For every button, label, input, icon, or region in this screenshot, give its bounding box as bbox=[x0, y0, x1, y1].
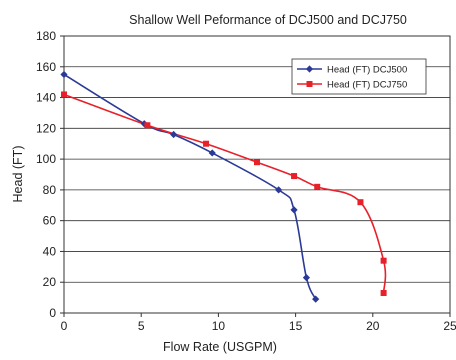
data-point-series-2 bbox=[380, 289, 387, 296]
y-tick-label: 80 bbox=[43, 183, 57, 197]
data-point-series-1 bbox=[290, 206, 298, 214]
x-tick-label: 5 bbox=[138, 319, 145, 333]
x-tick-label: 20 bbox=[366, 319, 380, 333]
data-point-series-2 bbox=[254, 159, 260, 166]
data-point-series-1 bbox=[275, 186, 283, 194]
x-axis-ticks: 0 5 10 15 20 25 bbox=[61, 313, 456, 333]
data-point-series-1 bbox=[60, 70, 68, 79]
y-tick-label: 100 bbox=[36, 152, 56, 166]
data-point-series-2 bbox=[291, 173, 298, 180]
data-point-series-2 bbox=[357, 199, 364, 206]
y-tick-label: 180 bbox=[36, 29, 56, 43]
x-tick-label: 10 bbox=[212, 319, 226, 333]
x-axis-label: Flow Rate (USGPM) bbox=[163, 340, 277, 354]
legend-label-2: Head (FT) DCJ750 bbox=[327, 80, 407, 91]
legend-label-1: Head (FT) DCJ500 bbox=[327, 65, 407, 76]
data-point-series-1 bbox=[208, 149, 216, 157]
series-markers bbox=[60, 70, 387, 303]
chart-title: Shallow Well Peformance of DCJ500 and DC… bbox=[129, 13, 407, 27]
data-point-series-2 bbox=[144, 122, 151, 129]
data-point-series-2 bbox=[203, 140, 210, 147]
series-line-2 bbox=[63, 93, 387, 294]
gridlines bbox=[64, 66, 450, 283]
plot-area bbox=[63, 35, 451, 314]
y-tick-label: 140 bbox=[36, 91, 56, 105]
data-point-series-2 bbox=[61, 91, 67, 98]
y-tick-label: 60 bbox=[43, 214, 57, 228]
y-tick-label: 160 bbox=[36, 60, 56, 74]
y-tick-label: 40 bbox=[43, 244, 57, 258]
y-tick-label: 120 bbox=[36, 121, 56, 135]
data-point-series-1 bbox=[302, 274, 311, 282]
legend-box bbox=[291, 58, 427, 95]
legend-swatch-marker-1 bbox=[305, 65, 314, 73]
y-tick-label: 20 bbox=[43, 275, 57, 289]
data-point-series-1 bbox=[312, 295, 320, 303]
data-point-series-2 bbox=[314, 183, 321, 190]
data-point-series-1 bbox=[170, 130, 178, 139]
y-axis-ticks: 0 20 40 60 80 100 120 140 160 180 bbox=[36, 29, 64, 320]
data-point-series-2 bbox=[380, 257, 387, 264]
x-tick-label: 15 bbox=[289, 319, 303, 333]
legend-swatch-marker-2 bbox=[306, 81, 313, 87]
y-tick-label: 0 bbox=[49, 306, 56, 320]
legend: Head (FT) DCJ500 Head (FT) DCJ750 bbox=[291, 58, 427, 95]
y-axis-label: Head (FT) bbox=[11, 146, 25, 203]
x-tick-label: 25 bbox=[443, 319, 456, 333]
series-lines bbox=[63, 73, 387, 300]
x-tick-label: 0 bbox=[61, 319, 68, 333]
